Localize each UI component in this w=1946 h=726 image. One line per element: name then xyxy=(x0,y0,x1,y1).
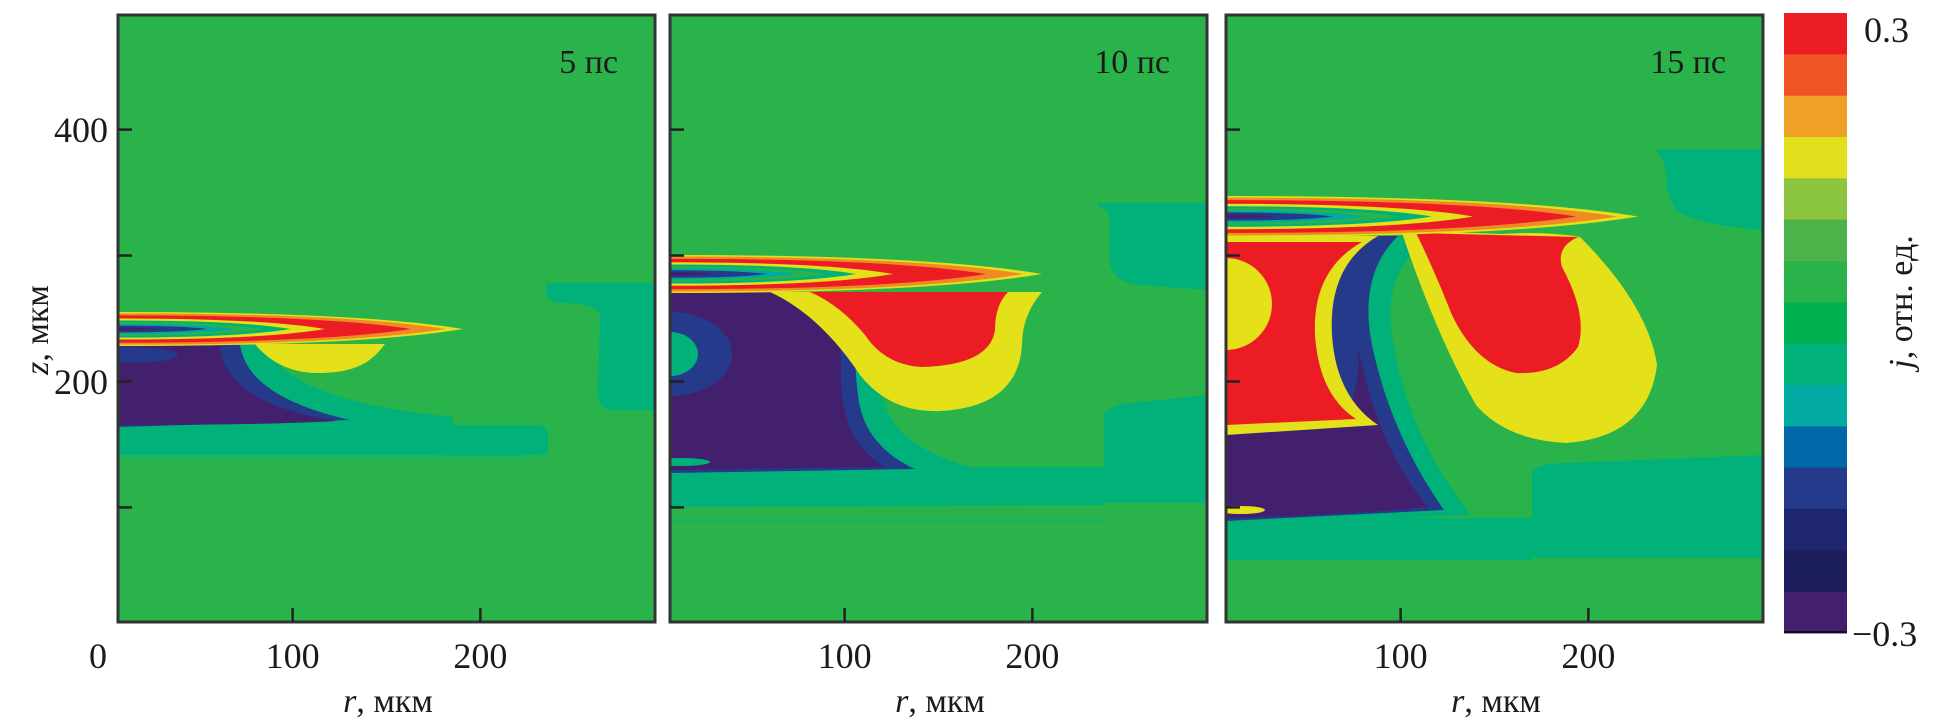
x-tick-label-200: 200 xyxy=(1561,636,1615,676)
faint-line xyxy=(670,519,1104,522)
darkblue-ellipse xyxy=(670,312,732,396)
colorbar-band xyxy=(1784,550,1847,593)
streak-layer-darkblue xyxy=(670,270,767,278)
x-axis-var: r xyxy=(895,683,909,720)
teal-band xyxy=(670,467,1104,507)
panel-frame xyxy=(116,13,657,624)
lower-step-region xyxy=(1532,455,1763,558)
x-tick-label-0: 0 xyxy=(89,636,107,676)
y-axis-var: z xyxy=(19,362,56,376)
x-tick-label-200: 200 xyxy=(1005,636,1059,676)
x-axis-label: r, мкм xyxy=(895,683,985,720)
y-tick-label-200: 200 xyxy=(54,362,108,402)
teal-band xyxy=(118,419,548,456)
teal-core xyxy=(670,332,698,376)
colorbar-band xyxy=(1784,591,1847,634)
streak-layer-purple xyxy=(118,327,160,331)
colorbar-band xyxy=(1784,261,1847,303)
y-axis-label: z, мкм xyxy=(19,285,56,376)
colorbar-band xyxy=(1784,219,1847,262)
colorbar-band xyxy=(1784,509,1847,551)
panel-15ps: 15 пс xyxy=(1224,13,1765,624)
yellow-core xyxy=(1226,258,1272,350)
panel-label: 15 пс xyxy=(1650,44,1726,81)
x-tick-label-200: 200 xyxy=(453,636,507,676)
y-tick-label-400: 400 xyxy=(54,110,108,150)
lower-step-region xyxy=(1104,395,1207,503)
colorbar-band xyxy=(1784,467,1847,510)
colorbar-min-label: −0.3 xyxy=(1852,614,1917,654)
x-axis-unit: , мкм xyxy=(1464,683,1541,720)
streak-layer-darkblue xyxy=(1226,212,1334,221)
red-lobe xyxy=(810,292,1008,367)
streak-layer-purple xyxy=(1226,214,1276,219)
ticks xyxy=(1226,128,1590,622)
x-axis-var: r xyxy=(1451,683,1465,720)
colorbar-unit: , отн. ед. xyxy=(1883,235,1920,359)
teal-streak-low xyxy=(670,458,710,466)
panel-10ps: 10 пс xyxy=(668,13,1209,624)
x-tick-label-100: 100 xyxy=(266,636,320,676)
colorbar-max-label: 0.3 xyxy=(1864,10,1909,50)
darkblue-spot xyxy=(118,347,178,363)
red-lobe xyxy=(1416,233,1581,374)
purple-region xyxy=(1226,345,1428,518)
upper-step-region xyxy=(1098,203,1207,290)
faint-line xyxy=(118,457,548,460)
yellow-streak-low xyxy=(1226,506,1265,514)
upper-step-region xyxy=(1657,149,1763,230)
x-axis-var: r xyxy=(343,683,357,720)
x-axis-unit: , мкм xyxy=(356,683,433,720)
colorbar-var: j xyxy=(1883,359,1920,372)
step-region xyxy=(546,283,655,410)
colorbar-band xyxy=(1784,343,1847,386)
colorbar-end-line xyxy=(1784,631,1847,633)
streak-layer-darkblue xyxy=(118,325,208,333)
x-axis-label: r, мкм xyxy=(343,683,433,720)
colorbar-band xyxy=(1784,95,1847,138)
yellow-lobe xyxy=(255,344,385,373)
colorbar-band xyxy=(1784,385,1847,427)
colorbar xyxy=(1784,13,1847,634)
teal-band xyxy=(1226,518,1532,560)
colorbar-label: j, отн. ед. xyxy=(1883,235,1920,373)
panel-label: 10 пс xyxy=(1094,44,1170,81)
colorbar-band xyxy=(1784,178,1847,221)
y-axis-unit: , мкм xyxy=(19,285,56,362)
panel-frame xyxy=(1224,13,1765,624)
colorbar-band xyxy=(1784,13,1847,55)
colorbar-band xyxy=(1784,137,1847,179)
ticks xyxy=(670,128,1034,622)
colorbar-band xyxy=(1784,54,1847,97)
panel-frame xyxy=(668,13,1209,624)
ticks xyxy=(118,128,482,622)
colorbar-band xyxy=(1784,426,1847,469)
x-axis-unit: , мкм xyxy=(908,683,985,720)
streak-layer-purple xyxy=(670,272,715,276)
purple-region xyxy=(118,345,336,425)
colorbar-band xyxy=(1784,302,1847,345)
x-axis-label: r, мкм xyxy=(1451,683,1541,720)
x-tick-label-100: 100 xyxy=(1374,636,1428,676)
panel-label: 5 пс xyxy=(559,44,618,81)
panel-5ps: 5 пс xyxy=(116,13,657,624)
x-tick-label-100: 100 xyxy=(818,636,872,676)
